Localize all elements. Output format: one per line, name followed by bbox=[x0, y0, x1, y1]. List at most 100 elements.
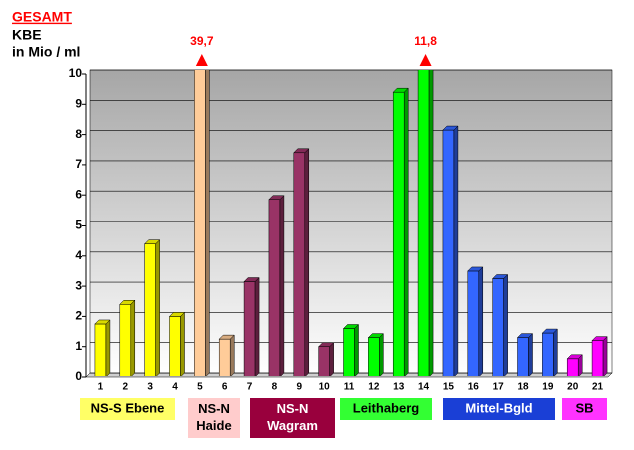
bar-top bbox=[367, 333, 384, 338]
bar-top bbox=[392, 87, 409, 93]
bar-side bbox=[304, 148, 310, 376]
bar bbox=[517, 337, 529, 376]
bar-top bbox=[144, 239, 161, 244]
bar-top bbox=[516, 333, 534, 338]
bar bbox=[218, 338, 231, 376]
group-box bbox=[250, 398, 335, 438]
group-box bbox=[80, 398, 175, 420]
bar bbox=[467, 270, 480, 376]
bar-top bbox=[492, 274, 509, 279]
value-label: 39,7 bbox=[190, 34, 214, 48]
bar-top bbox=[119, 300, 136, 305]
group-label: Leithaberg bbox=[353, 400, 420, 415]
bar-top bbox=[218, 334, 235, 340]
bar-top bbox=[467, 266, 484, 272]
bar-side bbox=[528, 333, 533, 376]
bar-top bbox=[168, 312, 186, 317]
bar-side bbox=[354, 323, 359, 376]
bar-side bbox=[205, 70, 210, 376]
bar bbox=[542, 332, 554, 376]
bar-side bbox=[553, 328, 558, 376]
bar bbox=[293, 152, 306, 376]
bar-top bbox=[566, 354, 583, 360]
title-line: GESAMT bbox=[12, 9, 72, 25]
overflow-marker bbox=[195, 54, 208, 66]
group-label: Haide bbox=[196, 418, 231, 433]
x-tick-label: 1 bbox=[98, 382, 104, 393]
bar-side bbox=[155, 239, 160, 376]
x-tick-label: 21 bbox=[592, 382, 604, 393]
bar-side bbox=[602, 336, 608, 376]
y-tick-label: 8 bbox=[75, 127, 82, 141]
x-tick-label: 16 bbox=[468, 382, 480, 393]
x-tick-label: 3 bbox=[147, 382, 153, 393]
bar-top bbox=[94, 319, 111, 325]
bar bbox=[169, 316, 181, 376]
title-line: KBE bbox=[12, 27, 42, 43]
y-tick-label: 2 bbox=[75, 309, 82, 323]
x-tick-label: 18 bbox=[517, 382, 529, 393]
bar-top bbox=[418, 15, 433, 19]
bar-side bbox=[379, 333, 384, 376]
bar-side bbox=[254, 276, 260, 376]
bar-side bbox=[279, 195, 285, 376]
value-label: 11,8 bbox=[414, 34, 437, 48]
bar bbox=[119, 304, 132, 376]
bar bbox=[392, 91, 405, 376]
bar bbox=[566, 358, 579, 376]
group-box bbox=[562, 398, 607, 420]
bar-side bbox=[180, 311, 185, 376]
x-tick-label: 6 bbox=[222, 382, 228, 393]
y-tick-label: 1 bbox=[75, 339, 82, 353]
group-label: Mittel-Bgld bbox=[465, 400, 532, 415]
group-label: Wagram bbox=[267, 418, 318, 433]
bar-side bbox=[130, 299, 136, 376]
bar bbox=[442, 129, 455, 376]
x-tick-label: 13 bbox=[393, 382, 405, 393]
x-tick-label: 4 bbox=[172, 382, 178, 393]
bar bbox=[94, 323, 107, 376]
group-box bbox=[188, 398, 240, 438]
y-tick-label: 9 bbox=[75, 96, 82, 110]
x-tick-label: 5 bbox=[197, 382, 203, 393]
y-tick-label: 3 bbox=[75, 278, 82, 292]
bar bbox=[368, 337, 380, 376]
bar bbox=[417, 70, 430, 376]
bars bbox=[94, 15, 608, 376]
bar-side bbox=[403, 87, 409, 376]
bar bbox=[343, 328, 355, 376]
x-tick-label: 14 bbox=[418, 382, 430, 393]
group-box bbox=[340, 398, 432, 420]
bar-side bbox=[428, 70, 434, 376]
bar-top bbox=[268, 195, 285, 200]
title-line: in Mio / ml bbox=[12, 44, 80, 60]
bar bbox=[591, 340, 604, 376]
group-label: NS-S Ebene bbox=[91, 400, 165, 415]
bar-side bbox=[105, 319, 111, 376]
bar-side bbox=[229, 334, 235, 376]
y-tick-label: 6 bbox=[75, 187, 82, 201]
bar-side bbox=[503, 273, 508, 376]
x-tick-label: 2 bbox=[123, 382, 129, 393]
bar-side bbox=[329, 342, 334, 376]
group-label: NS-N bbox=[277, 401, 309, 416]
x-tick-label: 8 bbox=[272, 382, 278, 393]
bar-top bbox=[318, 342, 335, 347]
x-tick-label: 7 bbox=[247, 382, 253, 393]
bar bbox=[268, 199, 281, 376]
group-label: SB bbox=[575, 400, 593, 415]
y-tick-label: 0 bbox=[75, 369, 82, 383]
y-tick-label: 4 bbox=[75, 248, 82, 262]
x-tick-label: 9 bbox=[297, 382, 303, 393]
bar bbox=[144, 243, 156, 376]
x-tick-label: 15 bbox=[443, 382, 455, 393]
bar-side bbox=[453, 125, 459, 376]
bar-side bbox=[478, 266, 484, 376]
x-tick-label: 19 bbox=[542, 382, 554, 393]
bar-top bbox=[342, 324, 360, 329]
bar bbox=[318, 346, 330, 376]
x-tick-label: 11 bbox=[344, 382, 355, 393]
bar bbox=[243, 281, 256, 376]
bar-top bbox=[541, 328, 558, 334]
